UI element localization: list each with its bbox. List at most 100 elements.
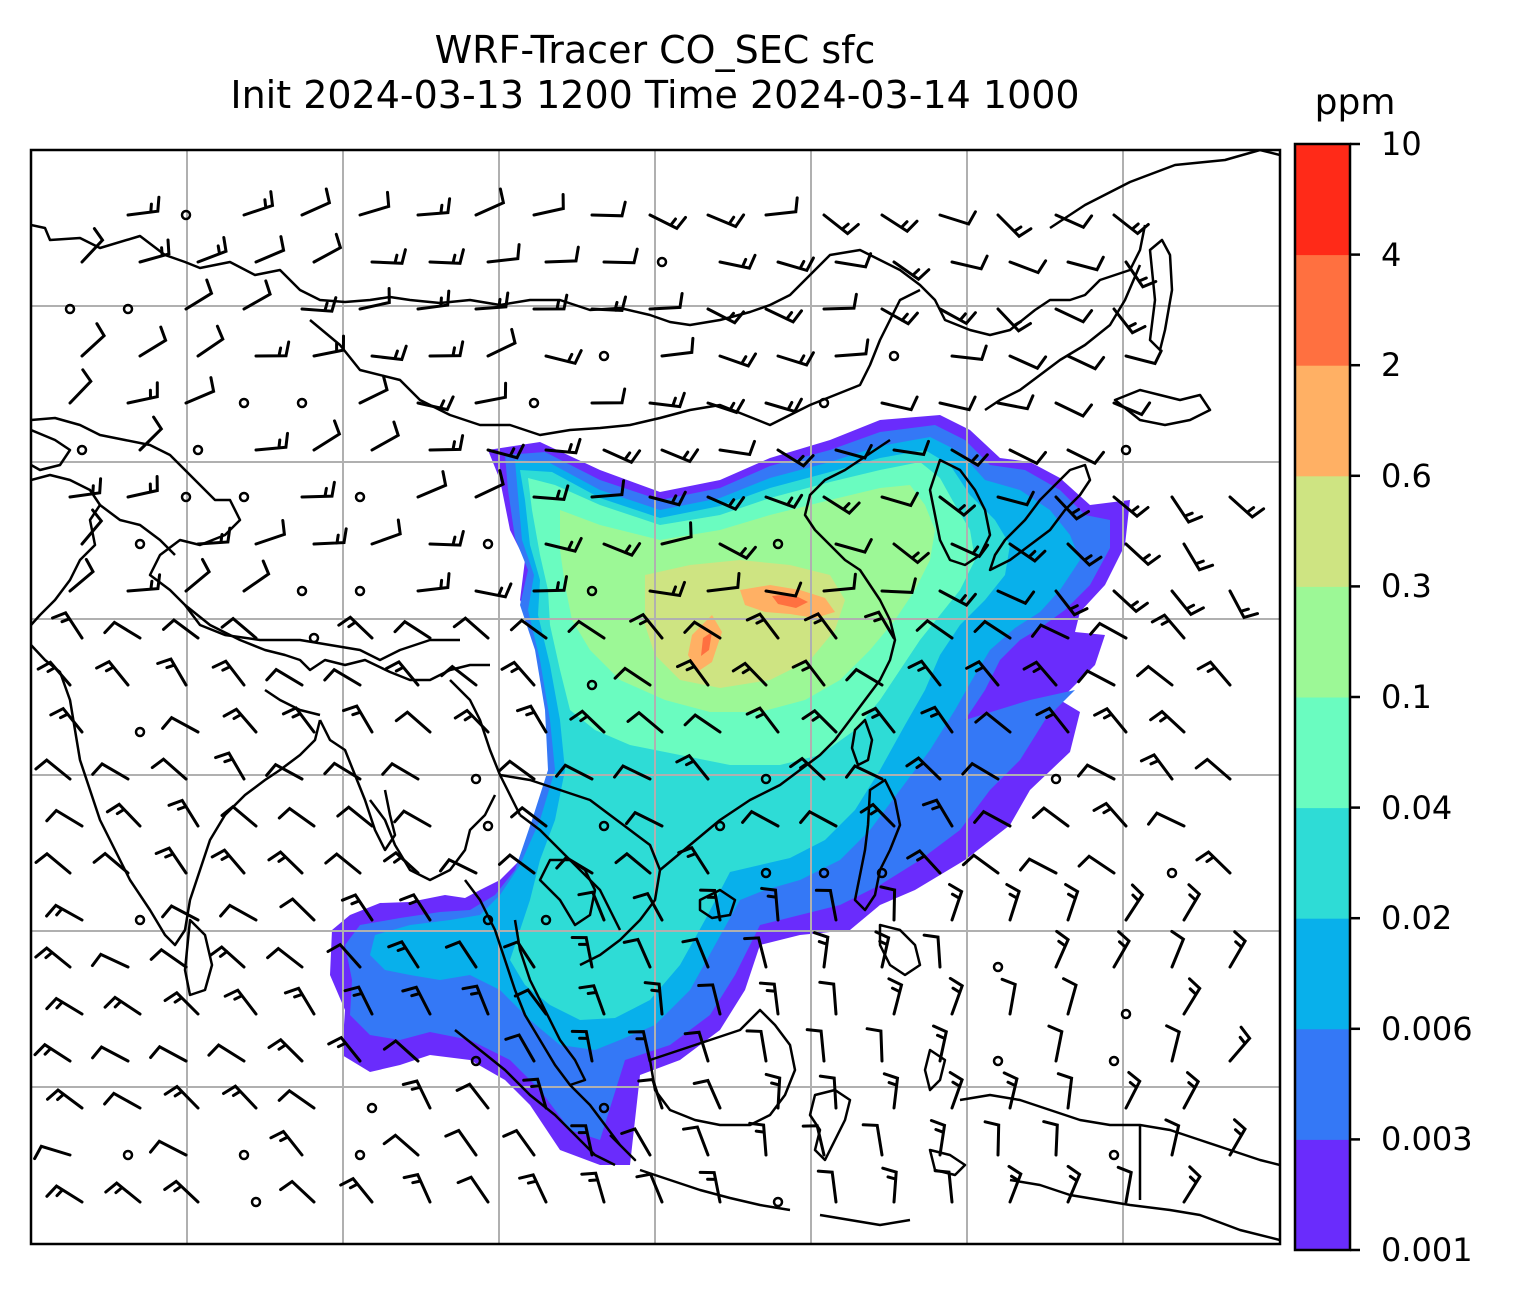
wind-barb bbox=[865, 1027, 884, 1063]
wind-barb bbox=[718, 542, 757, 561]
yunnan-border bbox=[449, 679, 522, 816]
philippines-south bbox=[878, 923, 922, 977]
wind-barb bbox=[920, 705, 954, 734]
wind-barb bbox=[681, 937, 710, 969]
wind-barb bbox=[486, 327, 517, 358]
wind-barb bbox=[381, 761, 420, 781]
wind-barb bbox=[675, 753, 710, 781]
wind-barb bbox=[938, 589, 977, 608]
indochina-border bbox=[499, 773, 662, 967]
wind-barb bbox=[950, 254, 989, 271]
wind-barb bbox=[1042, 1120, 1059, 1157]
wind-barb bbox=[1022, 660, 1058, 687]
wind-barb bbox=[602, 542, 642, 558]
malaysia-peninsula bbox=[569, 1084, 637, 1162]
calm-marker bbox=[888, 350, 900, 362]
wind-barb bbox=[706, 572, 741, 593]
wind-barb bbox=[281, 706, 316, 734]
colorbar-tick-label: 0.006 bbox=[1381, 1009, 1473, 1048]
wind-barb bbox=[706, 213, 746, 229]
wind-barbs bbox=[33, 187, 1266, 1208]
calm-marker bbox=[470, 773, 482, 785]
wind-barb bbox=[45, 996, 84, 1016]
calm-marker bbox=[354, 1149, 366, 1161]
coastlines bbox=[31, 150, 1280, 1242]
wind-barb bbox=[267, 1037, 304, 1063]
wind-barb bbox=[68, 368, 93, 405]
wind-barb bbox=[764, 493, 804, 510]
wind-barb bbox=[92, 851, 130, 875]
lesser-sunda bbox=[819, 1213, 911, 1227]
wind-barb bbox=[950, 448, 989, 468]
wind-barb bbox=[439, 857, 478, 875]
calm-marker bbox=[296, 397, 308, 409]
calm-marker bbox=[354, 491, 366, 503]
wind-barb bbox=[455, 1082, 490, 1110]
wind-barb bbox=[486, 243, 521, 264]
wind-barb bbox=[1124, 883, 1145, 922]
wind-barb bbox=[805, 1028, 826, 1063]
calm-marker bbox=[540, 914, 552, 926]
wind-barb bbox=[692, 1078, 722, 1110]
wind-barb bbox=[555, 763, 594, 781]
wind-barb bbox=[184, 278, 214, 311]
wind-barb bbox=[648, 580, 686, 598]
wind-barb bbox=[45, 808, 84, 828]
mongolia-border bbox=[309, 288, 921, 437]
wind-barb bbox=[312, 334, 345, 358]
wind-barb bbox=[242, 190, 275, 217]
colorbar-band bbox=[1295, 918, 1350, 1030]
wind-barb bbox=[1194, 757, 1232, 781]
wind-barb bbox=[1228, 495, 1266, 519]
wind-barb bbox=[402, 1172, 432, 1204]
wind-barb bbox=[1150, 613, 1186, 640]
wind-barb bbox=[845, 667, 884, 687]
wind-barb bbox=[1170, 929, 1186, 969]
colorbar-tick-label: 0.6 bbox=[1381, 456, 1432, 495]
wind-barb bbox=[444, 940, 478, 969]
wind-barb bbox=[764, 581, 803, 598]
wind-barb bbox=[880, 577, 917, 594]
wind-barb bbox=[544, 245, 580, 264]
calm-marker bbox=[250, 1196, 262, 1208]
taiwan bbox=[850, 718, 874, 767]
wind-barb bbox=[922, 933, 942, 969]
wind-barb bbox=[1228, 930, 1248, 969]
wind-barb bbox=[370, 344, 408, 362]
wind-barb bbox=[428, 530, 465, 547]
wind-barb bbox=[324, 852, 362, 875]
far-east-coast bbox=[1049, 150, 1280, 230]
tracer-level-2 bbox=[701, 632, 712, 656]
wind-barb bbox=[874, 930, 891, 969]
wind-barb bbox=[277, 1088, 316, 1110]
tracer-shading bbox=[330, 415, 1130, 1165]
wind-barb bbox=[184, 558, 212, 593]
wind-barb bbox=[138, 325, 168, 358]
calm-marker bbox=[992, 1055, 1004, 1067]
wind-barb bbox=[1005, 883, 1021, 922]
wind-barb bbox=[254, 235, 286, 264]
wind-barb bbox=[1149, 709, 1186, 734]
wind-barb bbox=[474, 381, 508, 405]
wind-barb bbox=[718, 439, 756, 457]
wind-barb bbox=[758, 981, 780, 1016]
wind-barb bbox=[416, 572, 451, 593]
wind-barb bbox=[950, 344, 988, 362]
wind-barb bbox=[569, 709, 606, 734]
wind-barb bbox=[474, 469, 505, 499]
wind-barb bbox=[337, 615, 374, 640]
calm-marker bbox=[1108, 1055, 1120, 1067]
wind-barb bbox=[580, 1171, 606, 1204]
calm-marker bbox=[772, 1196, 784, 1208]
calm-marker bbox=[238, 1149, 250, 1161]
wind-barb bbox=[789, 756, 826, 781]
colorbar-band bbox=[1295, 144, 1350, 256]
wind-barb bbox=[834, 252, 873, 269]
colorbar bbox=[1293, 142, 1360, 1252]
wind-barb bbox=[1124, 349, 1163, 366]
wind-barb bbox=[731, 661, 768, 687]
wind-barb bbox=[1182, 542, 1215, 572]
wind-barb bbox=[1136, 664, 1174, 687]
wind-barb bbox=[428, 340, 465, 358]
wind-barb bbox=[80, 508, 104, 546]
